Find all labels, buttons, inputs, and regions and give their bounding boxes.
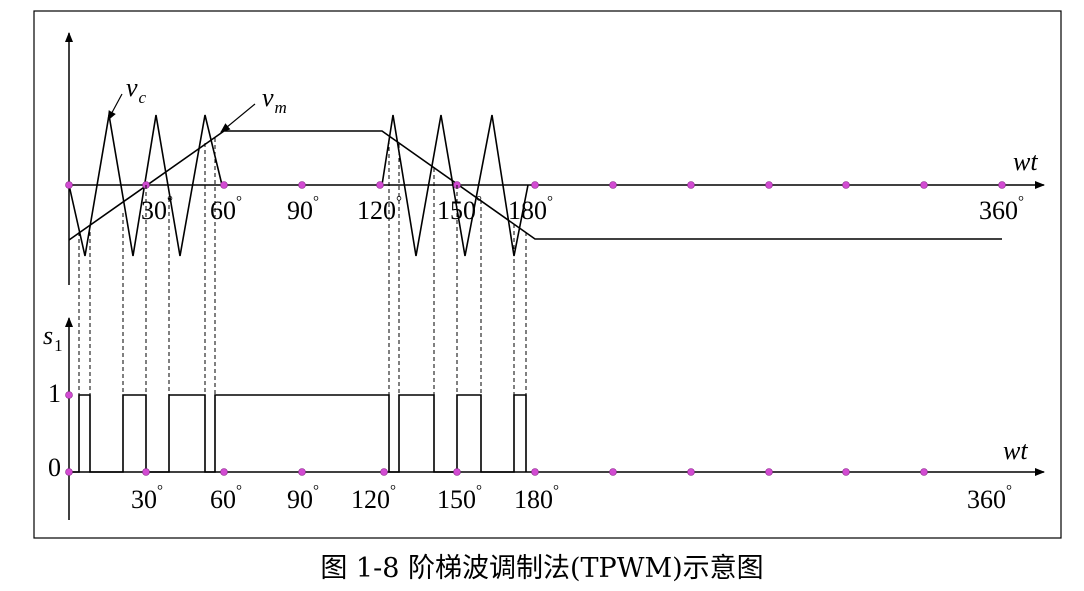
- top-marker: [220, 181, 228, 189]
- top-marker: [531, 181, 539, 189]
- top-tick-180: 180°: [508, 194, 553, 225]
- bottom-axis-label: wt: [1003, 436, 1028, 465]
- top-tick-30: 30°: [141, 194, 173, 225]
- bottom-tick-120: 120°: [351, 483, 396, 514]
- top-marker: [609, 181, 617, 189]
- vm-pointer: [220, 103, 256, 133]
- bottom-tick-90: 90°: [287, 483, 319, 514]
- top-marker: [376, 181, 384, 189]
- bottom-marker: [920, 468, 928, 476]
- top-tick-120: 120°: [357, 194, 402, 225]
- vc-pointer: [107, 93, 123, 121]
- figure-frame: [33, 10, 1062, 539]
- top-tick-360: 360°: [979, 194, 1024, 225]
- top-marker: [687, 181, 695, 189]
- bottom-marker: [842, 468, 850, 476]
- top-marker: [298, 181, 306, 189]
- pwm-pulse-train-s1: [69, 394, 527, 473]
- figure-caption: 图 1-8 阶梯波调制法(TPWM)示意图: [320, 553, 764, 584]
- modulating-wave-vm: [68, 130, 1002, 241]
- vc-label: vc: [126, 73, 147, 107]
- bottom-marker: [220, 468, 228, 476]
- bottom-marker: [65, 391, 73, 399]
- bottom-markers: [65, 391, 928, 476]
- bottom-tick-60: 60°: [210, 483, 242, 514]
- top-markers: [65, 181, 1006, 189]
- top-marker: [842, 181, 850, 189]
- bottom-marker: [765, 468, 773, 476]
- carrier-wave-vc-2: [381, 114, 529, 257]
- s1-label: s1: [43, 321, 63, 355]
- bottom-marker: [298, 468, 306, 476]
- bottom-tick-180: 180°: [514, 483, 559, 514]
- top-tick-90: 90°: [287, 194, 319, 225]
- bottom-marker: [531, 468, 539, 476]
- bottom-marker: [609, 468, 617, 476]
- bottom-tick-labels: 30° 60° 90° 120° 150° 180° 360°: [131, 483, 1012, 514]
- top-tick-60: 60°: [210, 194, 242, 225]
- top-marker: [65, 181, 73, 189]
- bottom-marker: [142, 468, 150, 476]
- top-axis-label: wt: [1013, 147, 1038, 176]
- top-marker: [998, 181, 1006, 189]
- bottom-tick-30: 30°: [131, 483, 163, 514]
- top-marker: [765, 181, 773, 189]
- bottom-marker: [453, 468, 461, 476]
- bottom-marker: [687, 468, 695, 476]
- bottom-tick-360: 360°: [967, 483, 1012, 514]
- vm-label: vm: [262, 83, 287, 117]
- top-tick-150: 150°: [437, 194, 482, 225]
- top-tick-labels: 30° 60° 90° 120° 150° 180° 360°: [141, 194, 1024, 225]
- bottom-marker: [380, 468, 388, 476]
- bottom-marker: [65, 468, 73, 476]
- bottom-tick-150: 150°: [437, 483, 482, 514]
- top-marker: [920, 181, 928, 189]
- level-high-label: 1: [48, 379, 61, 408]
- level-low-label: 0: [48, 453, 61, 482]
